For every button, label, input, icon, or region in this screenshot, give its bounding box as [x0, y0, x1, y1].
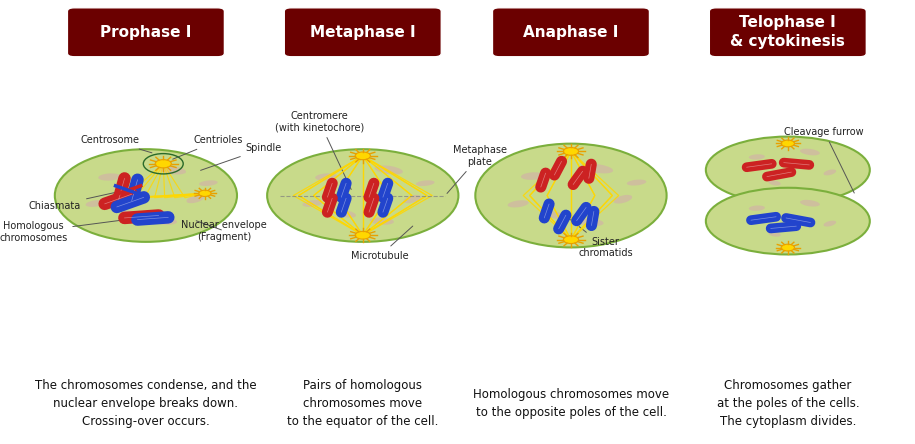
Text: Sister
chromatids: Sister chromatids [569, 218, 633, 258]
Ellipse shape [315, 173, 338, 181]
Ellipse shape [98, 173, 121, 181]
Ellipse shape [769, 231, 780, 237]
Ellipse shape [267, 149, 458, 242]
Ellipse shape [800, 200, 820, 206]
Ellipse shape [748, 154, 765, 160]
Text: Nuclear envelope
(Fragment): Nuclear envelope (Fragment) [181, 220, 267, 242]
Ellipse shape [800, 149, 820, 155]
FancyBboxPatch shape [68, 8, 224, 57]
FancyBboxPatch shape [492, 8, 650, 57]
Circle shape [355, 231, 371, 239]
Circle shape [156, 160, 171, 168]
Ellipse shape [187, 195, 204, 203]
Ellipse shape [545, 211, 564, 219]
Ellipse shape [627, 179, 646, 186]
Ellipse shape [705, 137, 870, 203]
Text: Chiasmata: Chiasmata [28, 193, 114, 211]
Ellipse shape [824, 170, 836, 175]
Text: Homologous
chromosomes: Homologous chromosomes [0, 218, 139, 242]
Circle shape [199, 190, 211, 197]
Ellipse shape [584, 164, 613, 174]
Ellipse shape [153, 218, 177, 225]
Ellipse shape [370, 218, 393, 225]
Ellipse shape [769, 180, 780, 186]
Text: Chromosomes gather
at the poles of the cells.
The cytoplasm divides.: Chromosomes gather at the poles of the c… [716, 379, 859, 428]
Text: Cleavage furrow: Cleavage furrow [784, 127, 864, 193]
Ellipse shape [122, 210, 139, 218]
Ellipse shape [508, 200, 529, 207]
Text: Metaphase I: Metaphase I [310, 25, 415, 40]
Circle shape [781, 244, 794, 251]
Text: Metaphase
plate: Metaphase plate [447, 145, 507, 194]
Ellipse shape [55, 149, 237, 242]
Ellipse shape [705, 188, 870, 254]
Circle shape [564, 236, 578, 243]
FancyBboxPatch shape [709, 8, 867, 57]
Ellipse shape [521, 172, 544, 180]
Text: Anaphase I: Anaphase I [523, 25, 619, 40]
Text: Spindle: Spindle [200, 143, 282, 170]
Ellipse shape [614, 195, 632, 204]
Ellipse shape [748, 206, 765, 211]
Ellipse shape [339, 210, 356, 218]
Text: Centrosome: Centrosome [81, 135, 152, 153]
Text: Telophase I
& cytokinesis: Telophase I & cytokinesis [730, 16, 845, 49]
Ellipse shape [199, 180, 218, 186]
Ellipse shape [404, 195, 421, 203]
Ellipse shape [303, 200, 322, 207]
Circle shape [355, 152, 371, 160]
Text: Homologous chromosomes move
to the opposite poles of the cell.: Homologous chromosomes move to the oppos… [473, 388, 669, 419]
Ellipse shape [416, 180, 435, 186]
Ellipse shape [86, 200, 105, 207]
FancyBboxPatch shape [285, 8, 441, 57]
Text: Pairs of homologous
chromosomes move
to the equator of the cell.: Pairs of homologous chromosomes move to … [287, 379, 438, 428]
Ellipse shape [578, 218, 604, 226]
Ellipse shape [475, 144, 667, 247]
Text: Microtubule: Microtubule [351, 226, 413, 261]
Circle shape [564, 147, 578, 155]
Text: Centrioles: Centrioles [173, 135, 243, 159]
Circle shape [781, 140, 794, 147]
Ellipse shape [374, 166, 403, 174]
Ellipse shape [824, 221, 836, 226]
Text: The chromosomes condense, and the
nuclear envelope breaks down.
Crossing-over oc: The chromosomes condense, and the nuclea… [35, 379, 257, 428]
Ellipse shape [157, 166, 186, 174]
Text: Prophase I: Prophase I [101, 25, 191, 40]
Text: Centromere
(with kinetochore): Centromere (with kinetochore) [274, 111, 364, 190]
